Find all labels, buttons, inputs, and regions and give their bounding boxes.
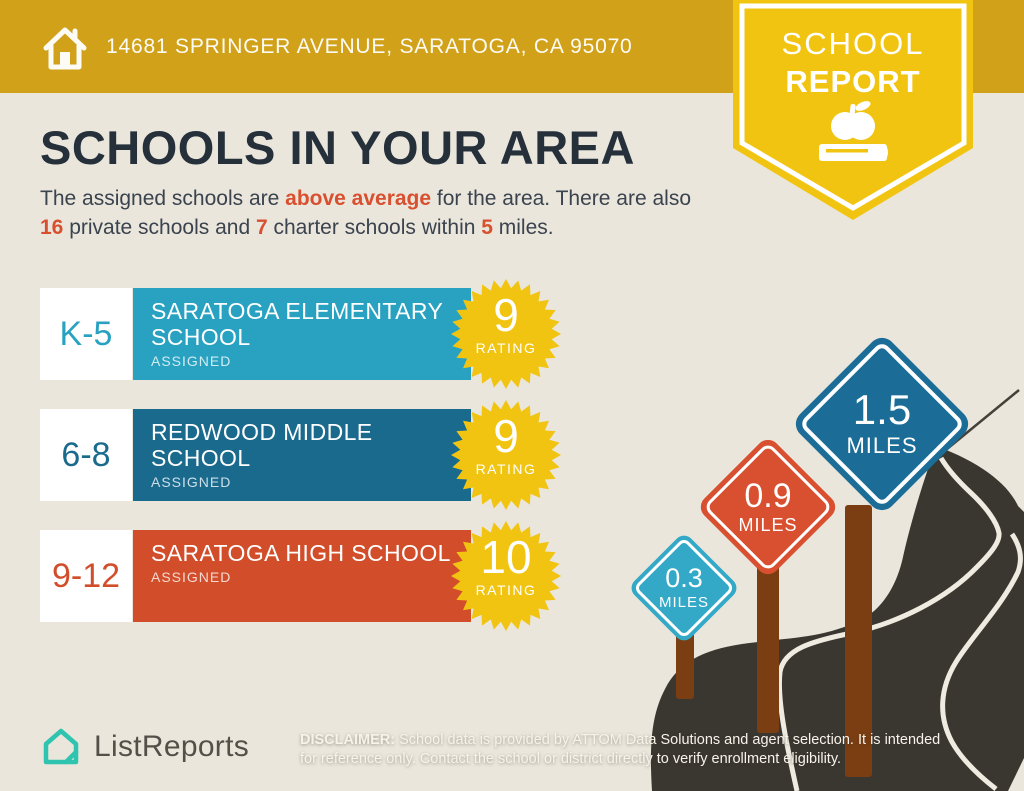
rating-label: RATING	[475, 340, 537, 356]
badge-line1: SCHOOL	[781, 26, 925, 61]
distance-value: 1.5	[852, 386, 912, 433]
rating-value: 9	[493, 410, 519, 462]
property-address: 14681 SPRINGER AVENUE, SARATOGA, CA 9507…	[106, 34, 633, 58]
school-name: SARATOGA HIGH SCHOOL	[151, 540, 451, 566]
house-icon	[43, 27, 87, 69]
rating-starburst: 10 RATING	[450, 520, 562, 632]
rating-starburst: 9 RATING	[450, 399, 562, 511]
highlight-above-average: above average	[285, 187, 432, 210]
rating-label: RATING	[475, 461, 537, 477]
distance-value: 0.9	[744, 476, 792, 515]
rating-value: 9	[493, 289, 519, 341]
disclaimer-text: DISCLAIMER: School data is provided by A…	[300, 732, 941, 768]
count-miles: 5	[481, 215, 493, 239]
count-private-schools: 16	[40, 215, 64, 239]
distance-unit: MILES	[658, 594, 709, 611]
school-bar: SARATOGA ELEMENTARY SCHOOL ASSIGNED	[133, 288, 471, 380]
apple-book-icon	[819, 101, 888, 161]
school-bar: REDWOOD MIDDLE SCHOOL ASSIGNED	[133, 409, 471, 501]
school-row-high: 9-12 SARATOGA HIGH SCHOOL ASSIGNED 10 RA…	[40, 521, 580, 631]
rating-starburst: 9 RATING	[450, 278, 562, 390]
school-row-elementary: K-5 SARATOGA ELEMENTARY SCHOOL ASSIGNED …	[40, 279, 580, 389]
intro-paragraph: The assigned schools are above average f…	[40, 187, 692, 239]
school-report-badge: SCHOOL REPORT	[733, 0, 973, 224]
distance-unit: MILES	[846, 433, 918, 458]
badge-line2: REPORT	[785, 64, 921, 99]
rating-value: 10	[480, 531, 532, 583]
school-bar: SARATOGA HIGH SCHOOL ASSIGNED	[133, 530, 471, 622]
sign-post	[676, 625, 694, 699]
distance-unit: MILES	[738, 514, 798, 535]
grade-range: 9-12	[40, 530, 132, 622]
school-status: ASSIGNED	[151, 473, 232, 490]
school-status: ASSIGNED	[151, 352, 232, 369]
listreports-house-icon	[43, 728, 79, 765]
rating-label: RATING	[475, 582, 537, 598]
count-charter-schools: 7	[255, 215, 268, 239]
distance-sign-0-3-miles: 0.3 MILES	[627, 531, 741, 645]
logo-text: ListReports	[94, 730, 250, 763]
school-name: SARATOGA ELEMENTARY SCHOOL	[151, 298, 443, 350]
pennant-shape	[733, 0, 973, 220]
grade-range: K-5	[40, 288, 132, 380]
school-row-middle: 6-8 REDWOOD MIDDLE SCHOOL ASSIGNED 9 RAT…	[40, 400, 580, 510]
sign-post	[757, 565, 779, 733]
sign-post	[845, 505, 872, 777]
listreports-logo: ListReports	[38, 724, 249, 770]
distance-value: 0.3	[665, 563, 703, 593]
grade-range: 6-8	[40, 409, 132, 501]
school-name: REDWOOD MIDDLE SCHOOL	[151, 419, 373, 471]
school-status: ASSIGNED	[151, 568, 232, 585]
page-title: SCHOOLS IN YOUR AREA	[40, 121, 635, 174]
